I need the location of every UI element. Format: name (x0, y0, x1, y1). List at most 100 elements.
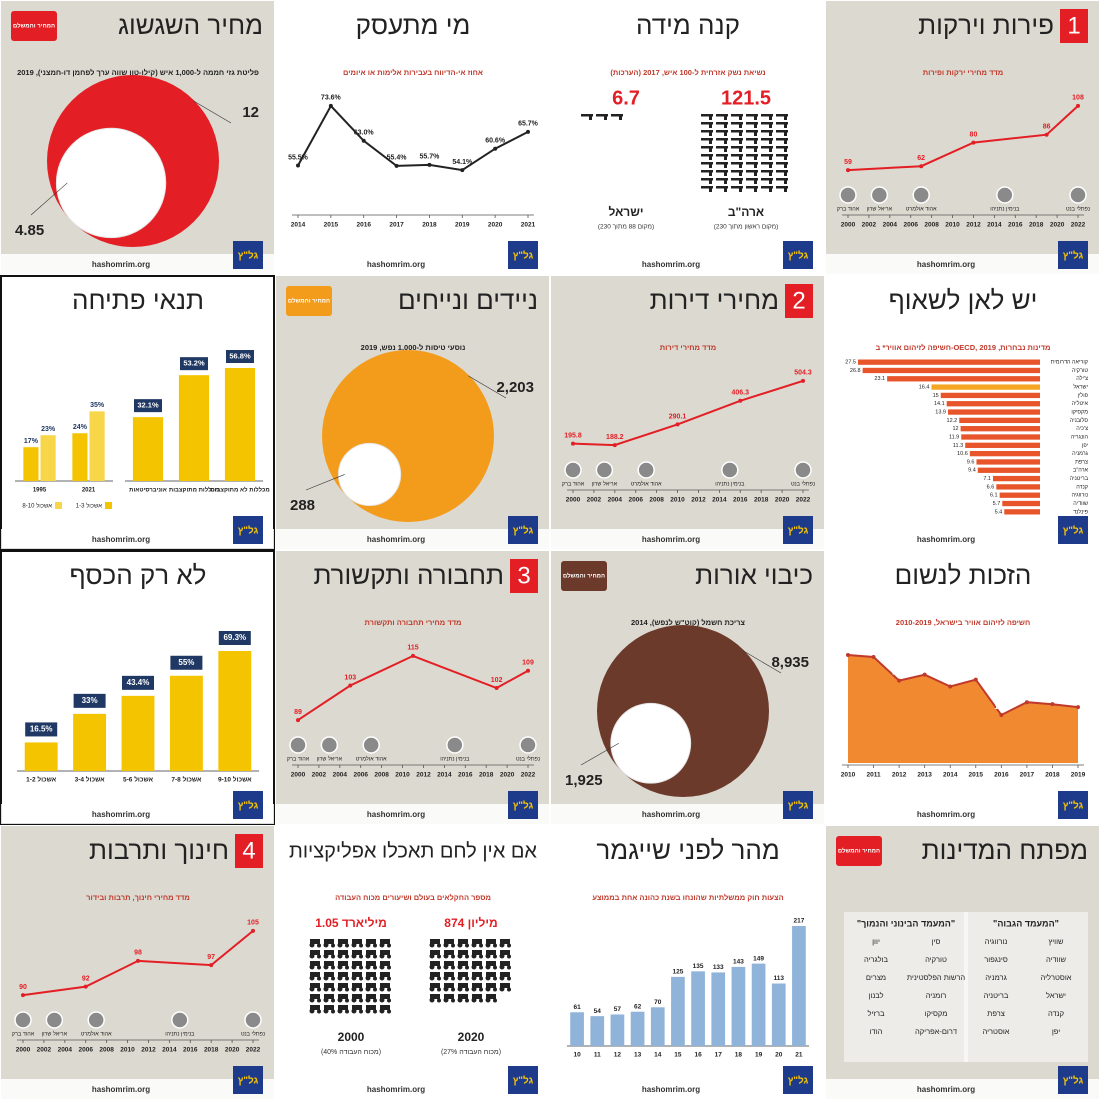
tile: 3 תחבורה ותקשורת מדד מחירי תחבורה ותקשורת א… (276, 551, 549, 824)
tractor-wheel (387, 1009, 391, 1014)
point (83, 984, 88, 989)
tractor-wheel (359, 987, 363, 992)
data-label: 143 (733, 959, 744, 966)
icon-group (581, 114, 623, 120)
tractor-wheel (429, 986, 435, 992)
tractor-wheel (499, 942, 505, 948)
gun-barrel (731, 114, 743, 117)
logo-text: גל"ץ (1063, 525, 1084, 537)
list-item: אוסטרליה (1040, 973, 1071, 982)
tractor-body (500, 939, 510, 944)
topic-badge (286, 286, 332, 316)
logo-text: גל"ץ (1063, 250, 1084, 262)
gun-grip (709, 164, 712, 168)
leader-portrait (171, 1011, 189, 1029)
tractor-body (500, 961, 510, 966)
label-box (73, 693, 106, 708)
tractor-wheel (359, 976, 363, 981)
data-label: 70 (654, 999, 662, 1006)
category-label: ארה"ב (1073, 468, 1089, 474)
leader-portrait (637, 461, 655, 479)
data-label: 16.4 (919, 385, 930, 391)
gun-grip (784, 156, 787, 160)
gun-grip (754, 124, 757, 128)
tractor-body (338, 939, 348, 944)
number-badge (510, 559, 538, 593)
x-tick-label: 2018 (204, 1047, 219, 1054)
footer-bar (551, 804, 824, 824)
footer-site: hashomrim.org (92, 1085, 150, 1094)
data-label: 57 (614, 1006, 622, 1013)
bar (23, 447, 39, 481)
x-tick-label: 2006 (628, 497, 643, 504)
data-label: 10.6 (957, 451, 968, 457)
gun-barrel (746, 154, 758, 157)
tractor-wheel (471, 975, 477, 981)
gun-grip (769, 124, 772, 128)
number-badge (1060, 9, 1088, 43)
data-label: 14.1 (934, 401, 945, 407)
x-tick-label: אשכול 5-6 (123, 776, 154, 784)
value-label: 874 מיליון (444, 916, 497, 930)
gun-grip (769, 188, 772, 192)
tractor-wheel (345, 987, 349, 992)
leader-portrait (87, 1011, 105, 1029)
big-value: 2,203 (496, 379, 534, 396)
label-box (122, 675, 154, 690)
point (1024, 700, 1029, 705)
x-tick-label: 2020 (775, 497, 790, 504)
footer-bar (1, 1079, 274, 1099)
x-tick-label: 2002 (37, 1047, 52, 1054)
point (971, 140, 976, 145)
tractor-wheel (457, 975, 463, 981)
gun-barrel (701, 178, 713, 181)
label-box (226, 350, 254, 363)
tractor-wheel (317, 987, 321, 992)
point (919, 164, 924, 169)
x-tick-label: 2010 (670, 497, 685, 504)
leader-name: אהוד אולמרט (631, 480, 662, 487)
small-value: 4.85 (15, 222, 44, 239)
logo (233, 516, 263, 544)
tractor-wheel (437, 965, 441, 970)
gun-grip (724, 132, 727, 136)
label-box (134, 399, 162, 413)
small-circle (610, 702, 692, 784)
x-tick-label: 2008 (99, 1047, 114, 1054)
tractor-body (366, 939, 376, 944)
gun-grip (739, 188, 742, 192)
category-label: ישראל (1073, 384, 1088, 391)
x-tick-label: 2000 (841, 222, 856, 229)
gun-barrel (731, 178, 743, 181)
bar (610, 1014, 625, 1046)
tractor-wheel (345, 954, 349, 959)
tractor-wheel (451, 976, 455, 981)
logo-text: גל"ץ (1063, 1075, 1084, 1087)
tractor-body (486, 972, 496, 977)
tractor-wheel (485, 975, 491, 981)
bar (169, 675, 203, 771)
gun-barrel (761, 138, 773, 141)
logo-text: גל"ץ (513, 1075, 534, 1087)
gun-barrel (746, 146, 758, 149)
tractor-wheel (365, 975, 371, 981)
leader-portrait (14, 1011, 32, 1029)
point (526, 668, 530, 673)
share-label: (40% מכוח העבודה) (321, 1049, 381, 1056)
data-label: 19.7 (1046, 693, 1060, 700)
tractor-wheel (457, 942, 463, 948)
tractor-wheel (337, 975, 343, 981)
leader-name: בנימין נתניהו (165, 1031, 195, 1037)
point (738, 398, 743, 403)
share-label: (27% מכוח העבודה) (441, 1049, 501, 1056)
tractor-wheel (379, 964, 385, 970)
logo (508, 1066, 538, 1094)
data-label: 23% (41, 426, 56, 433)
footer-site: hashomrim.org (367, 1085, 425, 1094)
tractor-body (310, 961, 320, 966)
icon-group (429, 939, 511, 1003)
data-label: 24.7 (841, 644, 855, 651)
chart-label: חשיפה לזיהום אוויר* ב-OECD, מדינות נבחרו… (876, 343, 1051, 352)
tractor-body (430, 950, 440, 955)
bar (977, 467, 1040, 473)
